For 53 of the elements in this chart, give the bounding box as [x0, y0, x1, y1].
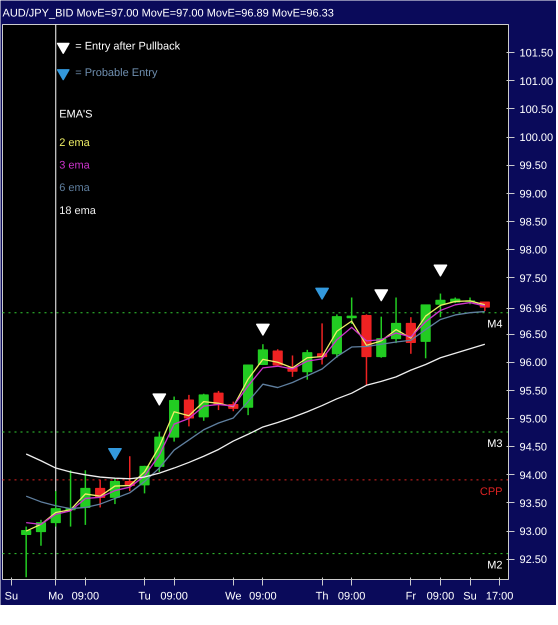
legend-label: = Probable Entry [75, 67, 158, 80]
y-tick-label: 93.00 [520, 526, 548, 538]
x-tick-label: 17:00 [486, 590, 514, 602]
x-tick-label: 09:00 [249, 590, 277, 602]
y-tick-label: 96.00 [520, 357, 548, 370]
y-tick-label: 98.00 [520, 244, 548, 257]
x-tick-label: 09:00 [426, 590, 454, 602]
x-tick-label: 09:00 [72, 590, 100, 602]
y-tick-label: 96.96 [520, 303, 548, 316]
y-tick-label: 99.00 [520, 188, 548, 200]
y-tick-label: 97.50 [520, 272, 548, 285]
chart-title: AUD/JPY_BID MovE=97.00 MovE=97.00 MovE=96.89 MovE=96.33 [2, 8, 334, 20]
legend-title: EMA'S [59, 108, 92, 121]
ref-line-label: M4 [487, 318, 502, 331]
y-tick-label: 99.50 [520, 160, 548, 172]
text: 18 ema [59, 204, 97, 217]
y-tick-label: 100.50 [520, 104, 554, 116]
legend-label: = Entry after Pullback [75, 40, 181, 53]
y-tick-label: 92.50 [520, 554, 548, 566]
text: 6 ema [59, 182, 91, 194]
y-tick-label: 95.00 [520, 414, 548, 426]
point [256, 324, 270, 336]
point [315, 288, 330, 300]
text: 3 ema [59, 160, 91, 172]
x-tick-label: Mo [48, 590, 64, 602]
x-tick-label: Su [463, 590, 477, 602]
ref-line-label: CPP [480, 486, 503, 498]
x-tick-label: Su [4, 590, 18, 602]
y-tick-label: 93.50 [520, 498, 548, 510]
x-tick-label: We [225, 590, 242, 602]
candlestick [21, 526, 32, 578]
x-tick-label: Tu [138, 590, 151, 602]
point [152, 393, 166, 406]
y-tick-label: 98.50 [520, 216, 548, 229]
point [108, 448, 122, 460]
text: 2 ema [59, 136, 91, 149]
y-tick-label: 96.50 [520, 329, 548, 342]
x-tick-label: 09:00 [338, 590, 366, 602]
y-tick-label: 94.00 [520, 470, 548, 482]
candlestick [346, 296, 357, 325]
x-tick-label: 09:00 [160, 590, 188, 602]
ref-line-label: M3 [487, 438, 502, 450]
y-tick-label: 94.50 [520, 442, 548, 454]
candlestick [435, 292, 446, 318]
point [433, 264, 448, 277]
y-tick-label: 101.00 [520, 76, 554, 88]
point [374, 289, 388, 302]
y-tick-label: 95.50 [520, 385, 548, 398]
x-tick-label: Th [316, 590, 329, 602]
x-tick-label: Fr [406, 590, 416, 602]
y-tick-label: 100.00 [520, 132, 554, 144]
ref-line-label: M2 [487, 560, 502, 572]
y-tick-label: 101.50 [520, 48, 554, 60]
